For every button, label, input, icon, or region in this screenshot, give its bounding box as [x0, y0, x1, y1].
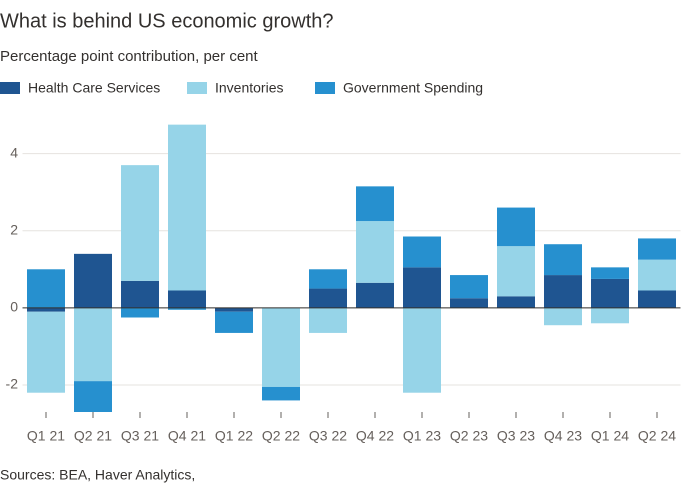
bar-segment [497, 207, 535, 247]
x-tick-label: Q1 22 [215, 428, 253, 444]
bar-segment [638, 259, 676, 291]
bar-segment [74, 253, 112, 308]
bar-segment [262, 307, 300, 387]
x-tick-label: Q4 23 [544, 428, 582, 444]
bar-segment [121, 280, 159, 308]
x-tick-label: Q2 23 [450, 428, 488, 444]
bar-segment [403, 307, 441, 393]
legend-swatch [315, 82, 335, 94]
bar-segment [215, 311, 253, 333]
bar-segment [121, 307, 159, 318]
bar-segment [215, 307, 253, 312]
x-tick-label: Q1 23 [403, 428, 441, 444]
bar-segment [168, 307, 206, 310]
bar-segment [450, 275, 488, 299]
bar-segment [591, 278, 629, 308]
bar-segment [309, 269, 347, 289]
bar-segment [74, 381, 112, 412]
bar-segment [403, 236, 441, 268]
bar-segment [403, 267, 441, 308]
bar-segment [356, 282, 394, 308]
y-tick-label: 0 [10, 299, 18, 315]
y-tick-label: -2 [6, 376, 19, 392]
bar-segment [544, 275, 582, 308]
bar-segment [262, 386, 300, 401]
x-tick-label: Q2 24 [638, 428, 676, 444]
bar-segment [27, 307, 65, 312]
x-tick-label: Q3 22 [309, 428, 347, 444]
x-tick-label: Q2 21 [74, 428, 112, 444]
x-tick-label: Q3 21 [121, 428, 159, 444]
bar-segment [497, 246, 535, 297]
bar-segment [27, 311, 65, 393]
y-tick-label: 2 [10, 221, 18, 237]
bar-segment [356, 221, 394, 283]
bar-segment [638, 238, 676, 260]
bar-segment [544, 307, 582, 326]
x-tick-label: Q1 24 [591, 428, 629, 444]
legend-label: Health Care Services [28, 80, 160, 96]
bar-segment [74, 307, 112, 382]
bar-segment [638, 290, 676, 308]
x-tick-label: Q1 21 [27, 428, 65, 444]
bar-segment [591, 267, 629, 279]
bar-segment [544, 244, 582, 276]
y-tick-label: 4 [10, 144, 18, 160]
source-note: Sources: BEA, Haver Analytics, [0, 467, 195, 483]
x-tick-label: Q4 21 [168, 428, 206, 444]
bar-segment [168, 290, 206, 308]
legend-label: Government Spending [343, 80, 483, 96]
x-tick-label: Q2 22 [262, 428, 300, 444]
bar-segment [309, 307, 347, 333]
bar-segment [356, 186, 394, 222]
chart-subtitle: Percentage point contribution, per cent [0, 48, 258, 65]
bar-segment [309, 288, 347, 308]
chart-title: What is behind US economic growth? [0, 10, 334, 32]
x-tick-label: Q3 23 [497, 428, 535, 444]
bar-segment [591, 307, 629, 324]
bar-segment [27, 269, 65, 308]
legend-swatch [187, 82, 207, 94]
bar-segment [497, 296, 535, 308]
bar-segment [121, 165, 159, 281]
bar-segment [450, 298, 488, 308]
legend-swatch [0, 82, 20, 94]
bar-segment [168, 124, 206, 291]
legend-label: Inventories [215, 80, 283, 96]
x-tick-label: Q4 22 [356, 428, 394, 444]
